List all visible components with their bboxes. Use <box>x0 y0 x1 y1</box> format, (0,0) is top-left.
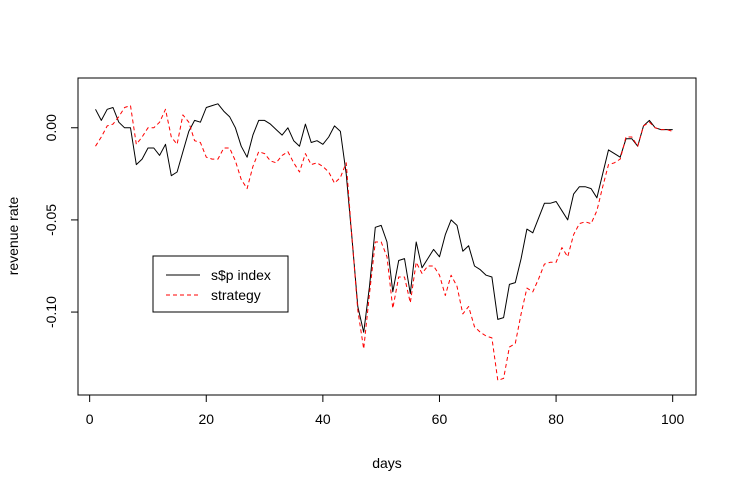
x-axis: 0 20 40 60 80 100 <box>86 394 685 427</box>
y-tick-label: -0.10 <box>43 296 59 328</box>
legend: s$p index strategy <box>152 255 289 313</box>
series-line-strategy <box>95 105 673 381</box>
legend-box <box>152 255 289 313</box>
x-tick-label: 0 <box>86 411 94 427</box>
plot-box <box>77 77 697 396</box>
x-tick-label: 100 <box>661 411 685 427</box>
x-axis-label: days <box>372 455 402 471</box>
x-tick-label: 40 <box>315 411 331 427</box>
x-tick-label: 20 <box>198 411 214 427</box>
series-line-s-p-index <box>95 103 673 333</box>
x-tick-label: 80 <box>548 411 564 427</box>
x-tick-label: 60 <box>432 411 448 427</box>
y-axis-label: revenue rate <box>5 196 21 275</box>
legend-label-sp-index: s$p index <box>211 267 271 283</box>
y-axis: 0.00 -0.05 -0.10 <box>43 114 79 328</box>
series-layer <box>95 103 673 381</box>
legend-label-strategy: strategy <box>211 287 261 303</box>
y-tick-label: 0.00 <box>43 114 59 141</box>
y-tick-label: -0.05 <box>43 204 59 236</box>
